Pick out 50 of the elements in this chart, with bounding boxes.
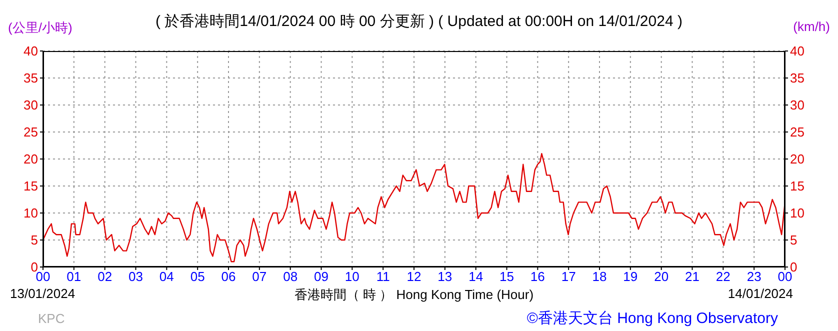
x-tick-label: 03 [128,269,143,284]
y-tick-label: 25 [24,124,38,140]
y-tick-label: 10 [24,206,38,221]
y2-tick-label: 15 [790,178,804,194]
y2-tick-label: 20 [790,152,804,167]
y2-tick-label: 30 [790,98,804,113]
x-tick-label: 02 [98,269,112,284]
chart-title: ( 於香港時間14/01/2024 00 時 00 分更新 ) ( Updated at 00:00H on 14/01/2024 ) [156,13,682,30]
x-tick-label: 14 [468,269,484,284]
text: 14/01/2024 [728,286,793,301]
text: 13/01/2024 [10,286,76,301]
y-tick-label: 0 [30,260,38,275]
x-tick-label: 17 [561,269,576,284]
x-tick-label: 13 [438,269,452,284]
y2-tick-label: 0 [790,260,798,275]
y-axis-title: (公里/小時) [8,19,72,37]
y-tick-label: 35 [24,70,38,86]
x-tick-label: 21 [685,269,700,284]
y-tick-label: 40 [24,44,38,59]
x-tick-label: 08 [283,269,298,284]
y-tick-label: 5 [30,232,38,248]
x-tick-label: 15 [500,269,514,284]
x-tick-label: 12 [406,269,422,284]
x-tick-label: 18 [592,269,607,284]
x-tick-label: 11 [376,269,390,284]
x-tick-label: 16 [530,269,545,284]
y2-tick-label: 40 [790,44,804,59]
y-tick-label: 30 [24,98,38,113]
x-tick-label: 01 [66,269,82,284]
x-tick-label: 09 [314,269,328,284]
text: ©香港天文台 Hong Kong Observatory [526,309,778,328]
x-tick-label: 23 [746,269,762,284]
y2-axis-title: (km/h) [793,19,830,34]
y2-tick-label: 25 [790,124,804,140]
x-axis-title: 香港時間（ 時 ） Hong Kong Time (Hour) [294,287,534,302]
y2-tick-label: 5 [790,232,798,248]
x-tick-label: 07 [252,269,267,284]
x-tick-label: 22 [716,269,730,284]
text: KPC [38,311,65,326]
y-tick-label: 15 [24,178,38,194]
x-tick-label: 19 [623,269,638,284]
x-tick-label: 04 [159,269,174,284]
x-tick-label: 10 [344,269,360,284]
y2-tick-label: 35 [790,70,804,86]
y-tick-label: 20 [24,152,38,167]
y2-tick-label: 10 [790,206,804,221]
line-series [43,153,785,262]
x-tick-label: 05 [190,269,205,284]
x-tick-label: 20 [654,269,669,284]
x-tick-label: 06 [221,269,236,284]
